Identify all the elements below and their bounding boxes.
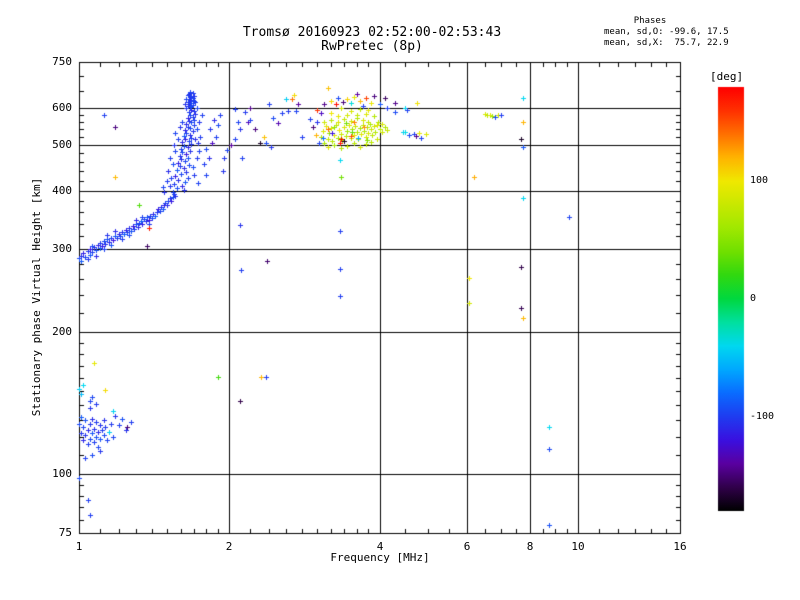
x-tick-label-1: 1 [75,540,83,553]
stats-o-mode: mean, sd,O: -99.6, 17.5 [604,27,729,37]
x-tick-label-6: 6 [463,540,471,553]
y-tick-label-100: 100 [52,467,72,480]
x-axis-label: Frequency [MHz] [330,551,430,564]
stats-x-mode: mean, sd,X: 75.7, 22.9 [604,38,729,48]
y-tick-label-750: 750 [52,55,72,68]
x-tick-label-16: 16 [673,540,687,553]
stats-header: Phases [633,16,667,26]
colorbar-tick-label-100: 100 [750,175,769,186]
colorbar-tick-label--100: -100 [750,411,775,422]
y-tick-label-200: 200 [52,325,72,338]
plot-subtitle: RwPretec (8p) [321,39,423,54]
y-axis-label: Stationary phase Virtual Height [km] [30,177,43,417]
plot-title: Tromsø 20160923 02:52:00-02:53:43 [242,25,502,40]
x-tick-label-2: 2 [225,540,233,553]
y-tick-label-75: 75 [58,526,72,539]
y-tick-label-300: 300 [52,242,72,255]
x-tick-label-8: 8 [526,540,534,553]
colorbar-label: [deg] [710,70,744,83]
y-tick-label-600: 600 [52,101,72,114]
y-tick-label-400: 400 [52,184,72,197]
x-tick-label-10: 10 [571,540,585,553]
colorbar-tick-label-0: 0 [750,293,757,304]
x-tick-label-4: 4 [376,540,384,553]
y-tick-label-500: 500 [52,138,72,151]
